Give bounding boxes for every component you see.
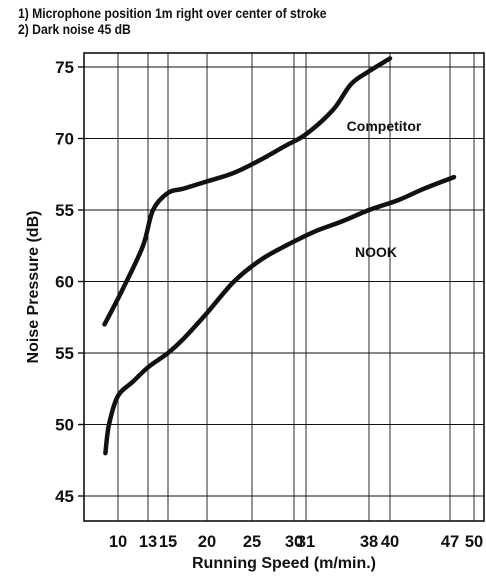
x-tick-label-8: 40 — [381, 533, 399, 551]
x-tick-label-9: 47 — [441, 533, 459, 551]
y-tick-label-1: 70 — [55, 130, 74, 149]
y-tick-label-3: 60 — [55, 273, 74, 292]
x-tick-label-10: 50 — [465, 533, 483, 551]
chart-note-2: 2) Dark noise 45 dB — [18, 22, 131, 37]
x-tick-label-4: 25 — [243, 533, 261, 551]
x-tick-label-1: 13 — [139, 533, 157, 551]
series-label-nook: NOOK — [355, 244, 397, 260]
y-tick-label-5: 50 — [55, 416, 74, 435]
y-tick-label-4: 55 — [55, 344, 74, 363]
x-tick-label-5: 30 — [285, 533, 303, 551]
x-tick-label-6: 31 — [297, 533, 315, 551]
y-tick-label-0: 75 — [55, 58, 74, 77]
x-tick-label-7: 38 — [360, 533, 378, 551]
y-tick-label-6: 45 — [55, 487, 74, 506]
x-tick-label-3: 20 — [198, 533, 216, 551]
x-tick-label-2: 15 — [159, 533, 177, 551]
x-tick-label-0: 10 — [109, 533, 127, 551]
series-line-competitor — [102, 56, 393, 327]
y-tick-label-2: 55 — [55, 201, 74, 220]
plot-frame — [83, 52, 485, 522]
series-line-nook — [103, 174, 457, 456]
x-axis-title: Running Speed (m/min.) — [192, 555, 376, 572]
series-label-competitor: Competitor — [347, 118, 422, 134]
chart-note-1: 1) Microphone position 1m right over cen… — [18, 6, 327, 21]
y-axis-title: Noise Pressure (dB) — [25, 211, 42, 364]
